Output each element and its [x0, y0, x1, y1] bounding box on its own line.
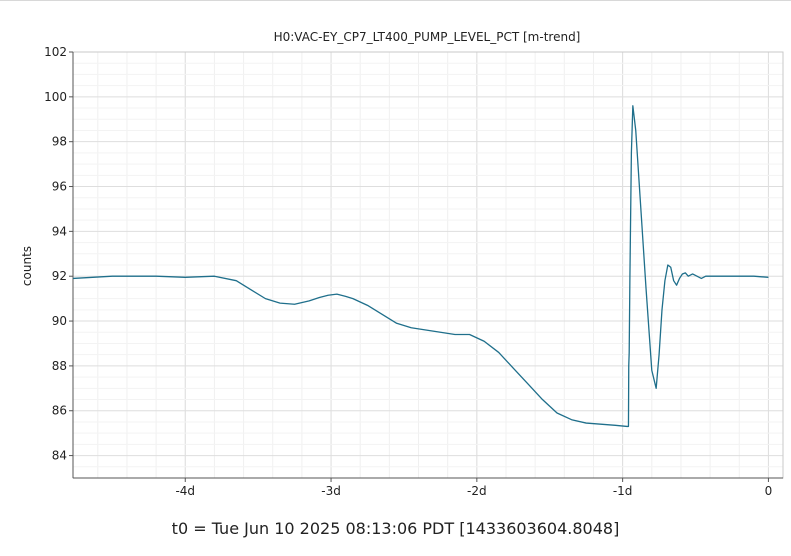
x-ticks: -4d -3d -2d -1d 0 [175, 478, 772, 498]
x-tick-label: -4d [175, 484, 195, 498]
y-tick-label: 96 [52, 180, 67, 194]
series-line-0 [72, 105, 769, 428]
y-tick-label: 84 [52, 449, 67, 463]
chart: H0:VAC-EY_CP7_LT400_PUMP_LEVEL_PCT [m-tr… [20, 30, 784, 498]
y-tick-label: 100 [44, 90, 67, 104]
x-tick-label: -3d [321, 484, 341, 498]
grid [73, 51, 783, 478]
chart-title: H0:VAC-EY_CP7_LT400_PUMP_LEVEL_PCT [m-tr… [274, 30, 581, 44]
y-tick-label: 102 [44, 45, 67, 59]
y-tick-label: 90 [52, 314, 67, 328]
window-top-border [0, 0, 791, 1]
t0-footer: t0 = Tue Jun 10 2025 08:13:06 PDT [14336… [171, 519, 620, 538]
x-tick-label: -1d [613, 484, 633, 498]
y-tick-label: 92 [52, 269, 67, 283]
y-tick-label: 94 [52, 224, 67, 238]
x-tick-label: -2d [467, 484, 487, 498]
series-layer [72, 105, 769, 428]
y-tick-label: 88 [52, 359, 67, 373]
x-tick-label: 0 [765, 484, 773, 498]
y-tick-label: 86 [52, 404, 67, 418]
y-axis-label: counts [20, 246, 34, 286]
y-tick-label: 98 [52, 135, 67, 149]
y-ticks: 84 86 88 90 92 94 96 98 100 102 [44, 45, 73, 463]
